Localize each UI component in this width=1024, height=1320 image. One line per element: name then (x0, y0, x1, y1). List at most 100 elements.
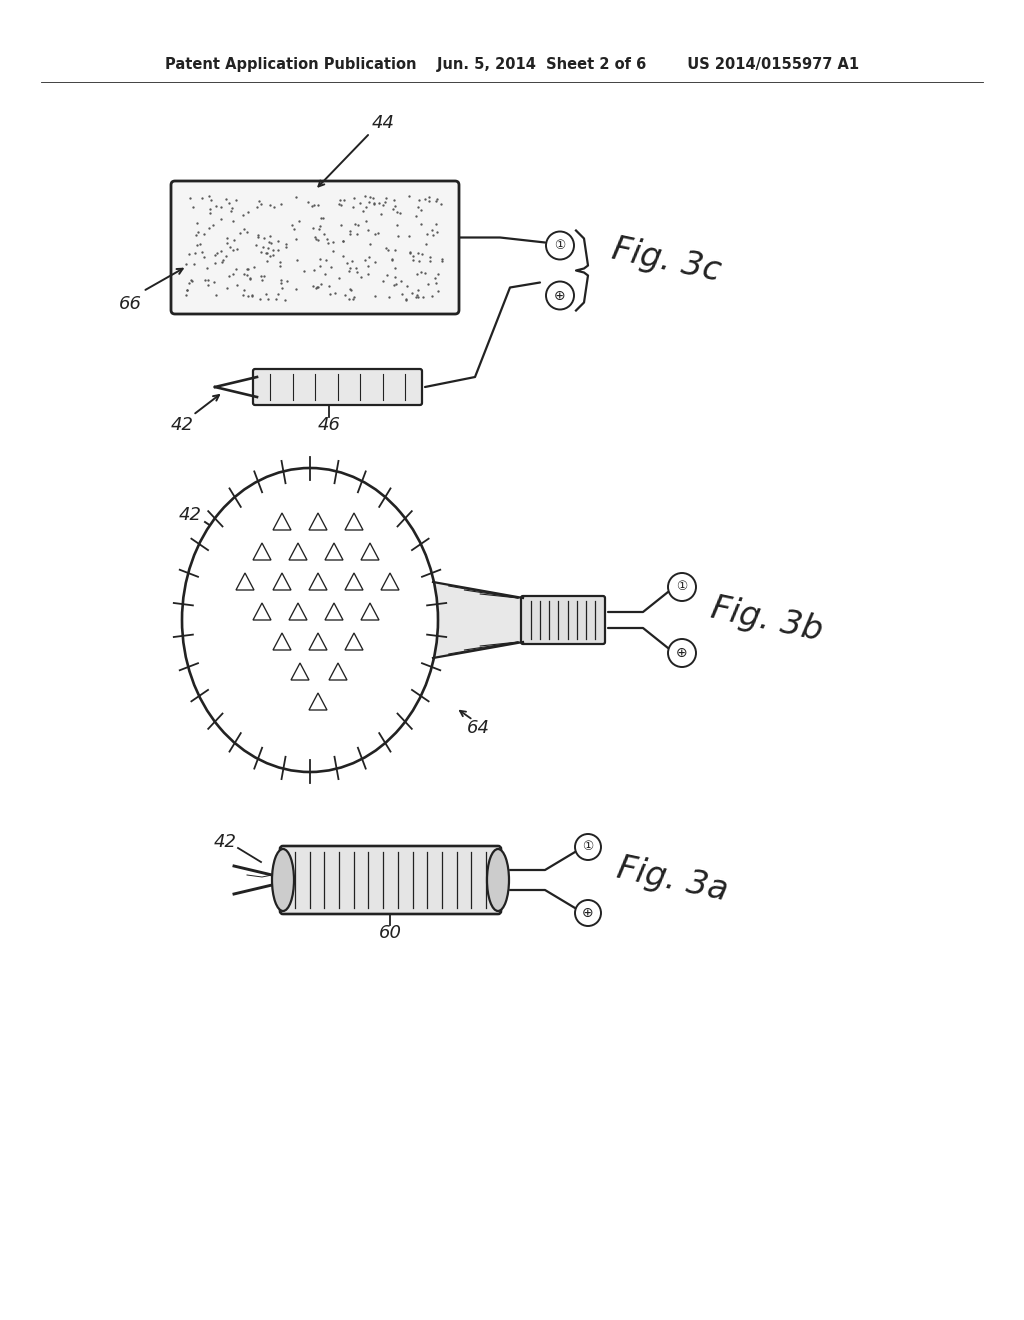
Point (365, 187, 381, 209)
Point (310, 218, 327, 239)
Point (307, 227, 324, 248)
Point (415, 243, 431, 264)
Point (186, 242, 203, 263)
Point (367, 193, 383, 214)
Point (305, 218, 322, 239)
Point (427, 190, 443, 211)
Point (278, 234, 294, 255)
Point (213, 251, 229, 272)
Point (243, 268, 259, 289)
Point (239, 264, 255, 285)
Point (335, 231, 351, 252)
Point (311, 215, 328, 236)
Point (239, 222, 255, 243)
Point (337, 285, 353, 306)
Point (370, 222, 386, 243)
Point (224, 198, 241, 219)
Point (278, 236, 294, 257)
Point (269, 230, 286, 251)
Point (387, 275, 403, 296)
Point (253, 265, 269, 286)
Point (253, 242, 269, 263)
Point (227, 189, 244, 210)
Point (411, 251, 427, 272)
Point (225, 264, 242, 285)
Point (197, 269, 213, 290)
Point (225, 230, 242, 251)
Point (253, 269, 269, 290)
Point (248, 234, 264, 255)
Point (316, 223, 333, 244)
Point (427, 268, 443, 289)
Point (237, 263, 253, 284)
Point (213, 240, 229, 261)
Point (207, 246, 223, 267)
Point (411, 189, 427, 210)
FancyBboxPatch shape (253, 370, 422, 405)
Point (274, 279, 291, 300)
Point (428, 272, 444, 293)
Point (361, 234, 378, 255)
Point (357, 210, 374, 231)
Point (360, 247, 377, 268)
Point (202, 198, 218, 219)
Point (429, 264, 445, 285)
Point (256, 265, 272, 286)
Point (194, 187, 210, 209)
Point (311, 255, 328, 276)
Point (200, 275, 216, 296)
Point (242, 269, 258, 290)
Point (317, 249, 334, 271)
Point (246, 256, 262, 277)
Point (196, 246, 212, 267)
Point (360, 191, 377, 213)
Point (213, 197, 229, 218)
Point (377, 187, 393, 209)
Point (398, 276, 415, 297)
Point (260, 288, 276, 309)
Point (428, 213, 444, 234)
Point (409, 263, 425, 284)
Point (185, 197, 202, 218)
Point (344, 251, 360, 272)
Point (309, 194, 326, 215)
Point (258, 243, 274, 264)
Point (305, 276, 322, 297)
Point (354, 201, 371, 222)
Point (178, 253, 195, 275)
Point (203, 189, 219, 210)
Point (422, 251, 438, 272)
Point (348, 224, 365, 246)
Point (359, 255, 376, 276)
Point (188, 234, 205, 255)
Point (348, 257, 365, 279)
Point (375, 194, 391, 215)
Point (434, 248, 451, 269)
Point (346, 286, 362, 308)
Point (345, 288, 361, 309)
Point (429, 222, 445, 243)
Point (289, 249, 305, 271)
Point (288, 187, 304, 209)
Point (288, 228, 304, 249)
Point (415, 286, 431, 308)
Point (181, 243, 198, 264)
Point (208, 284, 224, 305)
Point (310, 228, 327, 249)
Point (286, 218, 302, 239)
Point (221, 193, 238, 214)
Point (239, 259, 255, 280)
Point (179, 279, 196, 300)
Point (339, 252, 355, 273)
Point (346, 214, 362, 235)
Point (429, 189, 445, 210)
Point (284, 214, 300, 235)
FancyBboxPatch shape (171, 181, 459, 314)
Point (335, 231, 351, 252)
Point (417, 263, 433, 284)
Point (398, 289, 415, 310)
Point (421, 190, 437, 211)
Point (182, 187, 199, 209)
Point (356, 186, 373, 207)
Point (219, 228, 236, 249)
